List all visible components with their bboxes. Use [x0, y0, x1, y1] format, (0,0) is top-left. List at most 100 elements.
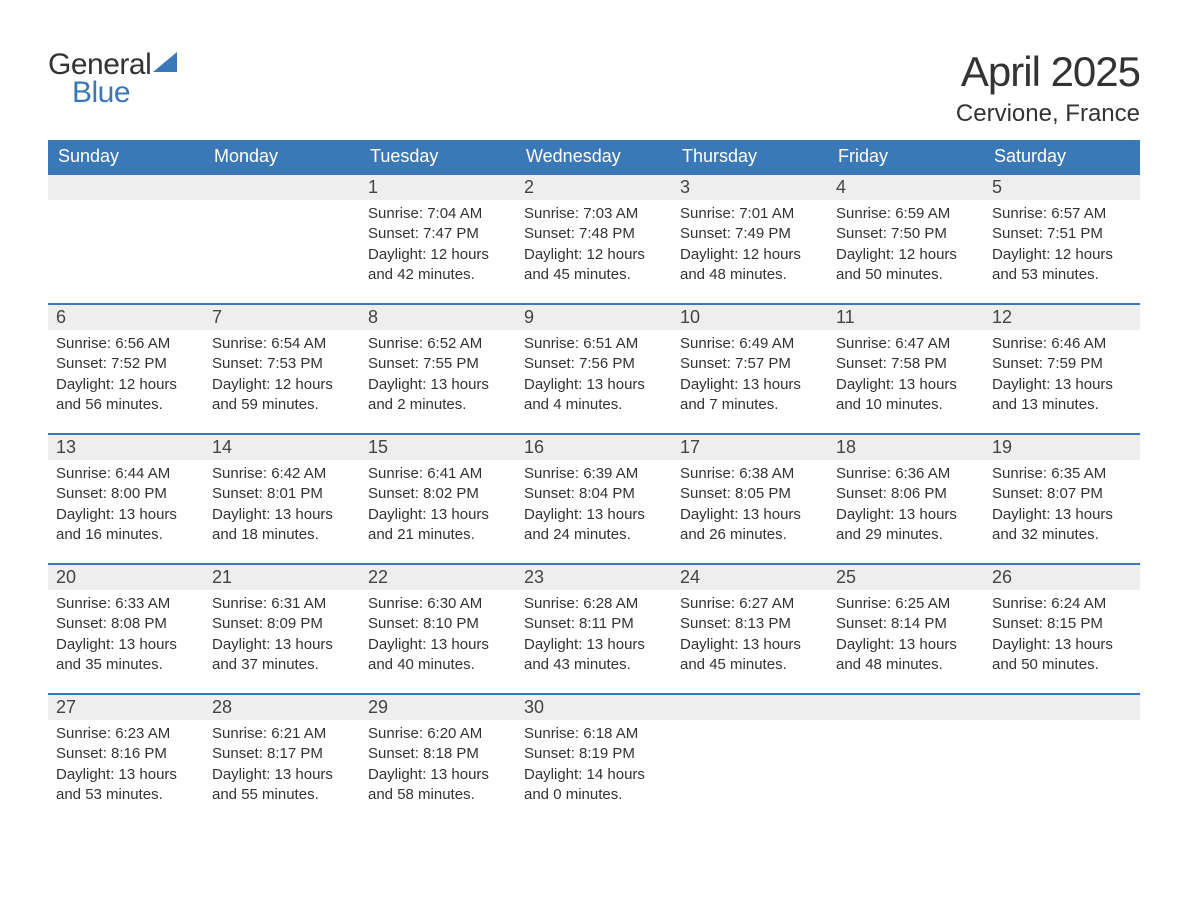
day-number: 8	[360, 305, 516, 330]
logo: General Blue	[48, 48, 179, 110]
day-details: Sunrise: 6:28 AMSunset: 8:11 PMDaylight:…	[524, 594, 664, 675]
day-number: 11	[828, 305, 984, 330]
weekday-header: Wednesday	[516, 140, 672, 174]
daylight-line: Daylight: 13 hours and 35 minutes.	[56, 635, 196, 676]
daylight-line: Daylight: 13 hours and 4 minutes.	[524, 375, 664, 416]
sunrise-line: Sunrise: 6:44 AM	[56, 464, 196, 484]
daylight-line: Daylight: 12 hours and 48 minutes.	[680, 245, 820, 286]
calendar-cell-num: 24	[672, 564, 828, 590]
daylight-line: Daylight: 13 hours and 7 minutes.	[680, 375, 820, 416]
day-number: 25	[828, 565, 984, 590]
day-details: Sunrise: 6:23 AMSunset: 8:16 PMDaylight:…	[56, 724, 196, 805]
calendar-cell-body	[48, 200, 204, 304]
sunrise-line: Sunrise: 6:52 AM	[368, 334, 508, 354]
sunrise-line: Sunrise: 6:27 AM	[680, 594, 820, 614]
day-details: Sunrise: 6:20 AMSunset: 8:18 PMDaylight:…	[368, 724, 508, 805]
calendar-cell-num: 11	[828, 304, 984, 330]
calendar-cell-num: 28	[204, 694, 360, 720]
sunset-line: Sunset: 8:13 PM	[680, 614, 820, 634]
calendar-cell-num: 19	[984, 434, 1140, 460]
calendar-cell-body: Sunrise: 6:30 AMSunset: 8:10 PMDaylight:…	[360, 590, 516, 694]
calendar-cell-body: Sunrise: 6:31 AMSunset: 8:09 PMDaylight:…	[204, 590, 360, 694]
day-number: 14	[204, 435, 360, 460]
weekday-header: Tuesday	[360, 140, 516, 174]
day-number: 9	[516, 305, 672, 330]
logo-word-blue: Blue	[72, 76, 179, 110]
calendar-cell-body: Sunrise: 6:59 AMSunset: 7:50 PMDaylight:…	[828, 200, 984, 304]
sunset-line: Sunset: 8:01 PM	[212, 484, 352, 504]
day-number: 24	[672, 565, 828, 590]
weekday-header: Saturday	[984, 140, 1140, 174]
daylight-line: Daylight: 12 hours and 42 minutes.	[368, 245, 508, 286]
calendar-cell-num: 22	[360, 564, 516, 590]
daylight-line: Daylight: 14 hours and 0 minutes.	[524, 765, 664, 806]
daylight-line: Daylight: 12 hours and 53 minutes.	[992, 245, 1132, 286]
weekday-header: Monday	[204, 140, 360, 174]
day-details: Sunrise: 6:18 AMSunset: 8:19 PMDaylight:…	[524, 724, 664, 805]
weekday-header: Sunday	[48, 140, 204, 174]
month-title: April 2025	[956, 48, 1140, 96]
day-details: Sunrise: 6:54 AMSunset: 7:53 PMDaylight:…	[212, 334, 352, 415]
day-details: Sunrise: 6:44 AMSunset: 8:00 PMDaylight:…	[56, 464, 196, 545]
calendar-cell-num: 21	[204, 564, 360, 590]
sail-icon	[151, 50, 179, 74]
sunrise-line: Sunrise: 6:39 AM	[524, 464, 664, 484]
weekday-header: Friday	[828, 140, 984, 174]
daylight-line: Daylight: 13 hours and 43 minutes.	[524, 635, 664, 676]
sunrise-line: Sunrise: 6:51 AM	[524, 334, 664, 354]
calendar-cell-num: 2	[516, 174, 672, 200]
sunset-line: Sunset: 7:49 PM	[680, 224, 820, 244]
day-details: Sunrise: 6:52 AMSunset: 7:55 PMDaylight:…	[368, 334, 508, 415]
sunrise-line: Sunrise: 6:59 AM	[836, 204, 976, 224]
calendar-cell-body: Sunrise: 6:20 AMSunset: 8:18 PMDaylight:…	[360, 720, 516, 823]
sunrise-line: Sunrise: 6:49 AM	[680, 334, 820, 354]
sunset-line: Sunset: 7:55 PM	[368, 354, 508, 374]
header: General Blue April 2025 Cervione, France	[48, 48, 1140, 128]
sunrise-line: Sunrise: 6:38 AM	[680, 464, 820, 484]
day-details: Sunrise: 7:04 AMSunset: 7:47 PMDaylight:…	[368, 204, 508, 285]
location: Cervione, France	[956, 100, 1140, 128]
sunrise-line: Sunrise: 6:28 AM	[524, 594, 664, 614]
calendar-cell-num: 7	[204, 304, 360, 330]
day-details: Sunrise: 6:59 AMSunset: 7:50 PMDaylight:…	[836, 204, 976, 285]
daylight-line: Daylight: 13 hours and 29 minutes.	[836, 505, 976, 546]
daylight-line: Daylight: 12 hours and 45 minutes.	[524, 245, 664, 286]
calendar-cell-num: 27	[48, 694, 204, 720]
calendar-cell-body: Sunrise: 6:21 AMSunset: 8:17 PMDaylight:…	[204, 720, 360, 823]
calendar-cell-body: Sunrise: 6:27 AMSunset: 8:13 PMDaylight:…	[672, 590, 828, 694]
sunrise-line: Sunrise: 6:56 AM	[56, 334, 196, 354]
sunset-line: Sunset: 7:48 PM	[524, 224, 664, 244]
calendar-cell-num: 14	[204, 434, 360, 460]
calendar-cell-body: Sunrise: 6:56 AMSunset: 7:52 PMDaylight:…	[48, 330, 204, 434]
sunrise-line: Sunrise: 7:01 AM	[680, 204, 820, 224]
sunset-line: Sunset: 7:58 PM	[836, 354, 976, 374]
sunset-line: Sunset: 8:18 PM	[368, 744, 508, 764]
day-details: Sunrise: 6:47 AMSunset: 7:58 PMDaylight:…	[836, 334, 976, 415]
calendar-cell-body: Sunrise: 6:18 AMSunset: 8:19 PMDaylight:…	[516, 720, 672, 823]
sunrise-calendar: SundayMondayTuesdayWednesdayThursdayFrid…	[48, 140, 1140, 823]
sunrise-line: Sunrise: 6:57 AM	[992, 204, 1132, 224]
sunrise-line: Sunrise: 6:46 AM	[992, 334, 1132, 354]
day-number: 22	[360, 565, 516, 590]
daylight-line: Daylight: 12 hours and 59 minutes.	[212, 375, 352, 416]
sunset-line: Sunset: 8:11 PM	[524, 614, 664, 634]
day-details: Sunrise: 6:57 AMSunset: 7:51 PMDaylight:…	[992, 204, 1132, 285]
sunrise-line: Sunrise: 6:47 AM	[836, 334, 976, 354]
sunrise-line: Sunrise: 6:41 AM	[368, 464, 508, 484]
day-details: Sunrise: 6:51 AMSunset: 7:56 PMDaylight:…	[524, 334, 664, 415]
calendar-cell-num: 16	[516, 434, 672, 460]
sunset-line: Sunset: 8:15 PM	[992, 614, 1132, 634]
day-details: Sunrise: 6:24 AMSunset: 8:15 PMDaylight:…	[992, 594, 1132, 675]
calendar-cell-num: 8	[360, 304, 516, 330]
calendar-cell-num: 4	[828, 174, 984, 200]
daylight-line: Daylight: 13 hours and 21 minutes.	[368, 505, 508, 546]
sunrise-line: Sunrise: 6:23 AM	[56, 724, 196, 744]
calendar-cell-num	[828, 694, 984, 720]
sunset-line: Sunset: 8:06 PM	[836, 484, 976, 504]
sunset-line: Sunset: 7:51 PM	[992, 224, 1132, 244]
day-number: 21	[204, 565, 360, 590]
day-details: Sunrise: 6:35 AMSunset: 8:07 PMDaylight:…	[992, 464, 1132, 545]
day-details: Sunrise: 6:46 AMSunset: 7:59 PMDaylight:…	[992, 334, 1132, 415]
sunrise-line: Sunrise: 6:33 AM	[56, 594, 196, 614]
sunset-line: Sunset: 7:47 PM	[368, 224, 508, 244]
